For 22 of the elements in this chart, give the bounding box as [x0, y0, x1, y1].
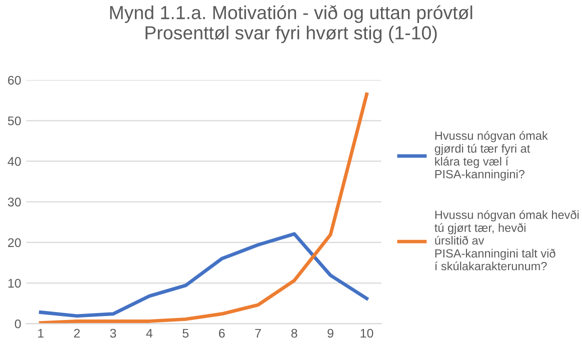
- y-tick-label: 10: [8, 278, 21, 288]
- y-tick-label: 30: [8, 198, 21, 206]
- y-tick-label: 0: [14, 319, 21, 328]
- x-tick-label: 4: [146, 328, 152, 338]
- line-series: [38, 92, 368, 324]
- y-tick-label: 20: [8, 238, 21, 248]
- x-tick-label: 1: [38, 328, 44, 338]
- legend-label: Hvussu nógvan ómak gjørdi tú tær fyri at klára teg væl í PISA-kanningini?: [434, 131, 548, 181]
- x-tick-label: 6: [218, 328, 225, 338]
- x-tick-label: 9: [328, 328, 334, 338]
- x-tick-label: 2: [74, 328, 80, 338]
- line-series: [38, 232, 368, 318]
- x-tick-label: 3: [110, 328, 116, 338]
- y-tick-label: 40: [8, 157, 21, 166]
- x-tick-label: 5: [182, 328, 189, 338]
- legend-label: Hvussu nógvan ómak hevði tú gjørt tær, hevði úrslitið av PISA-kanningini talt við í skúlakarakterunum?: [434, 210, 579, 270]
- chart-title: Mynd 1.1.a. Motivatión - við og uttan próvtøl Prosenttøl svar fyri hvørt stig (1-10): [110, 5, 472, 44]
- y-tick-label: 60: [8, 76, 21, 85]
- y-tick-label: 50: [8, 116, 21, 126]
- x-tick-label: 7: [255, 328, 261, 338]
- x-tick-label: 8: [291, 328, 298, 338]
- x-tick-label: 10: [360, 328, 374, 338]
